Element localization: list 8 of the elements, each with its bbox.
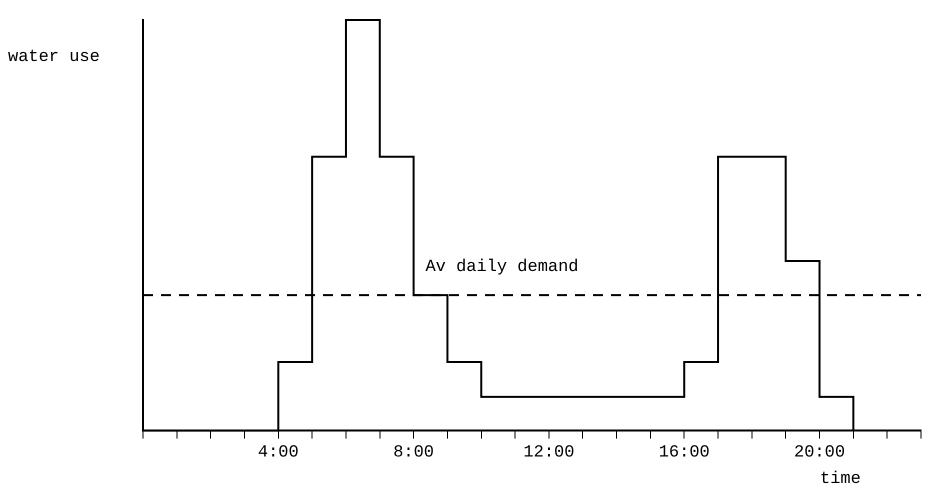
- ref-line-label: Av daily demand: [425, 258, 579, 278]
- x-tick-label: 20:00: [794, 443, 846, 462]
- x-tick-label: 8:00: [393, 443, 434, 462]
- x-tick-label: 16:00: [658, 443, 710, 462]
- x-axis-title: time: [820, 470, 861, 489]
- x-tick-label: 12:00: [523, 443, 574, 462]
- y-axis-title: water use: [8, 47, 101, 69]
- x-tick-label: 4:00: [258, 443, 299, 462]
